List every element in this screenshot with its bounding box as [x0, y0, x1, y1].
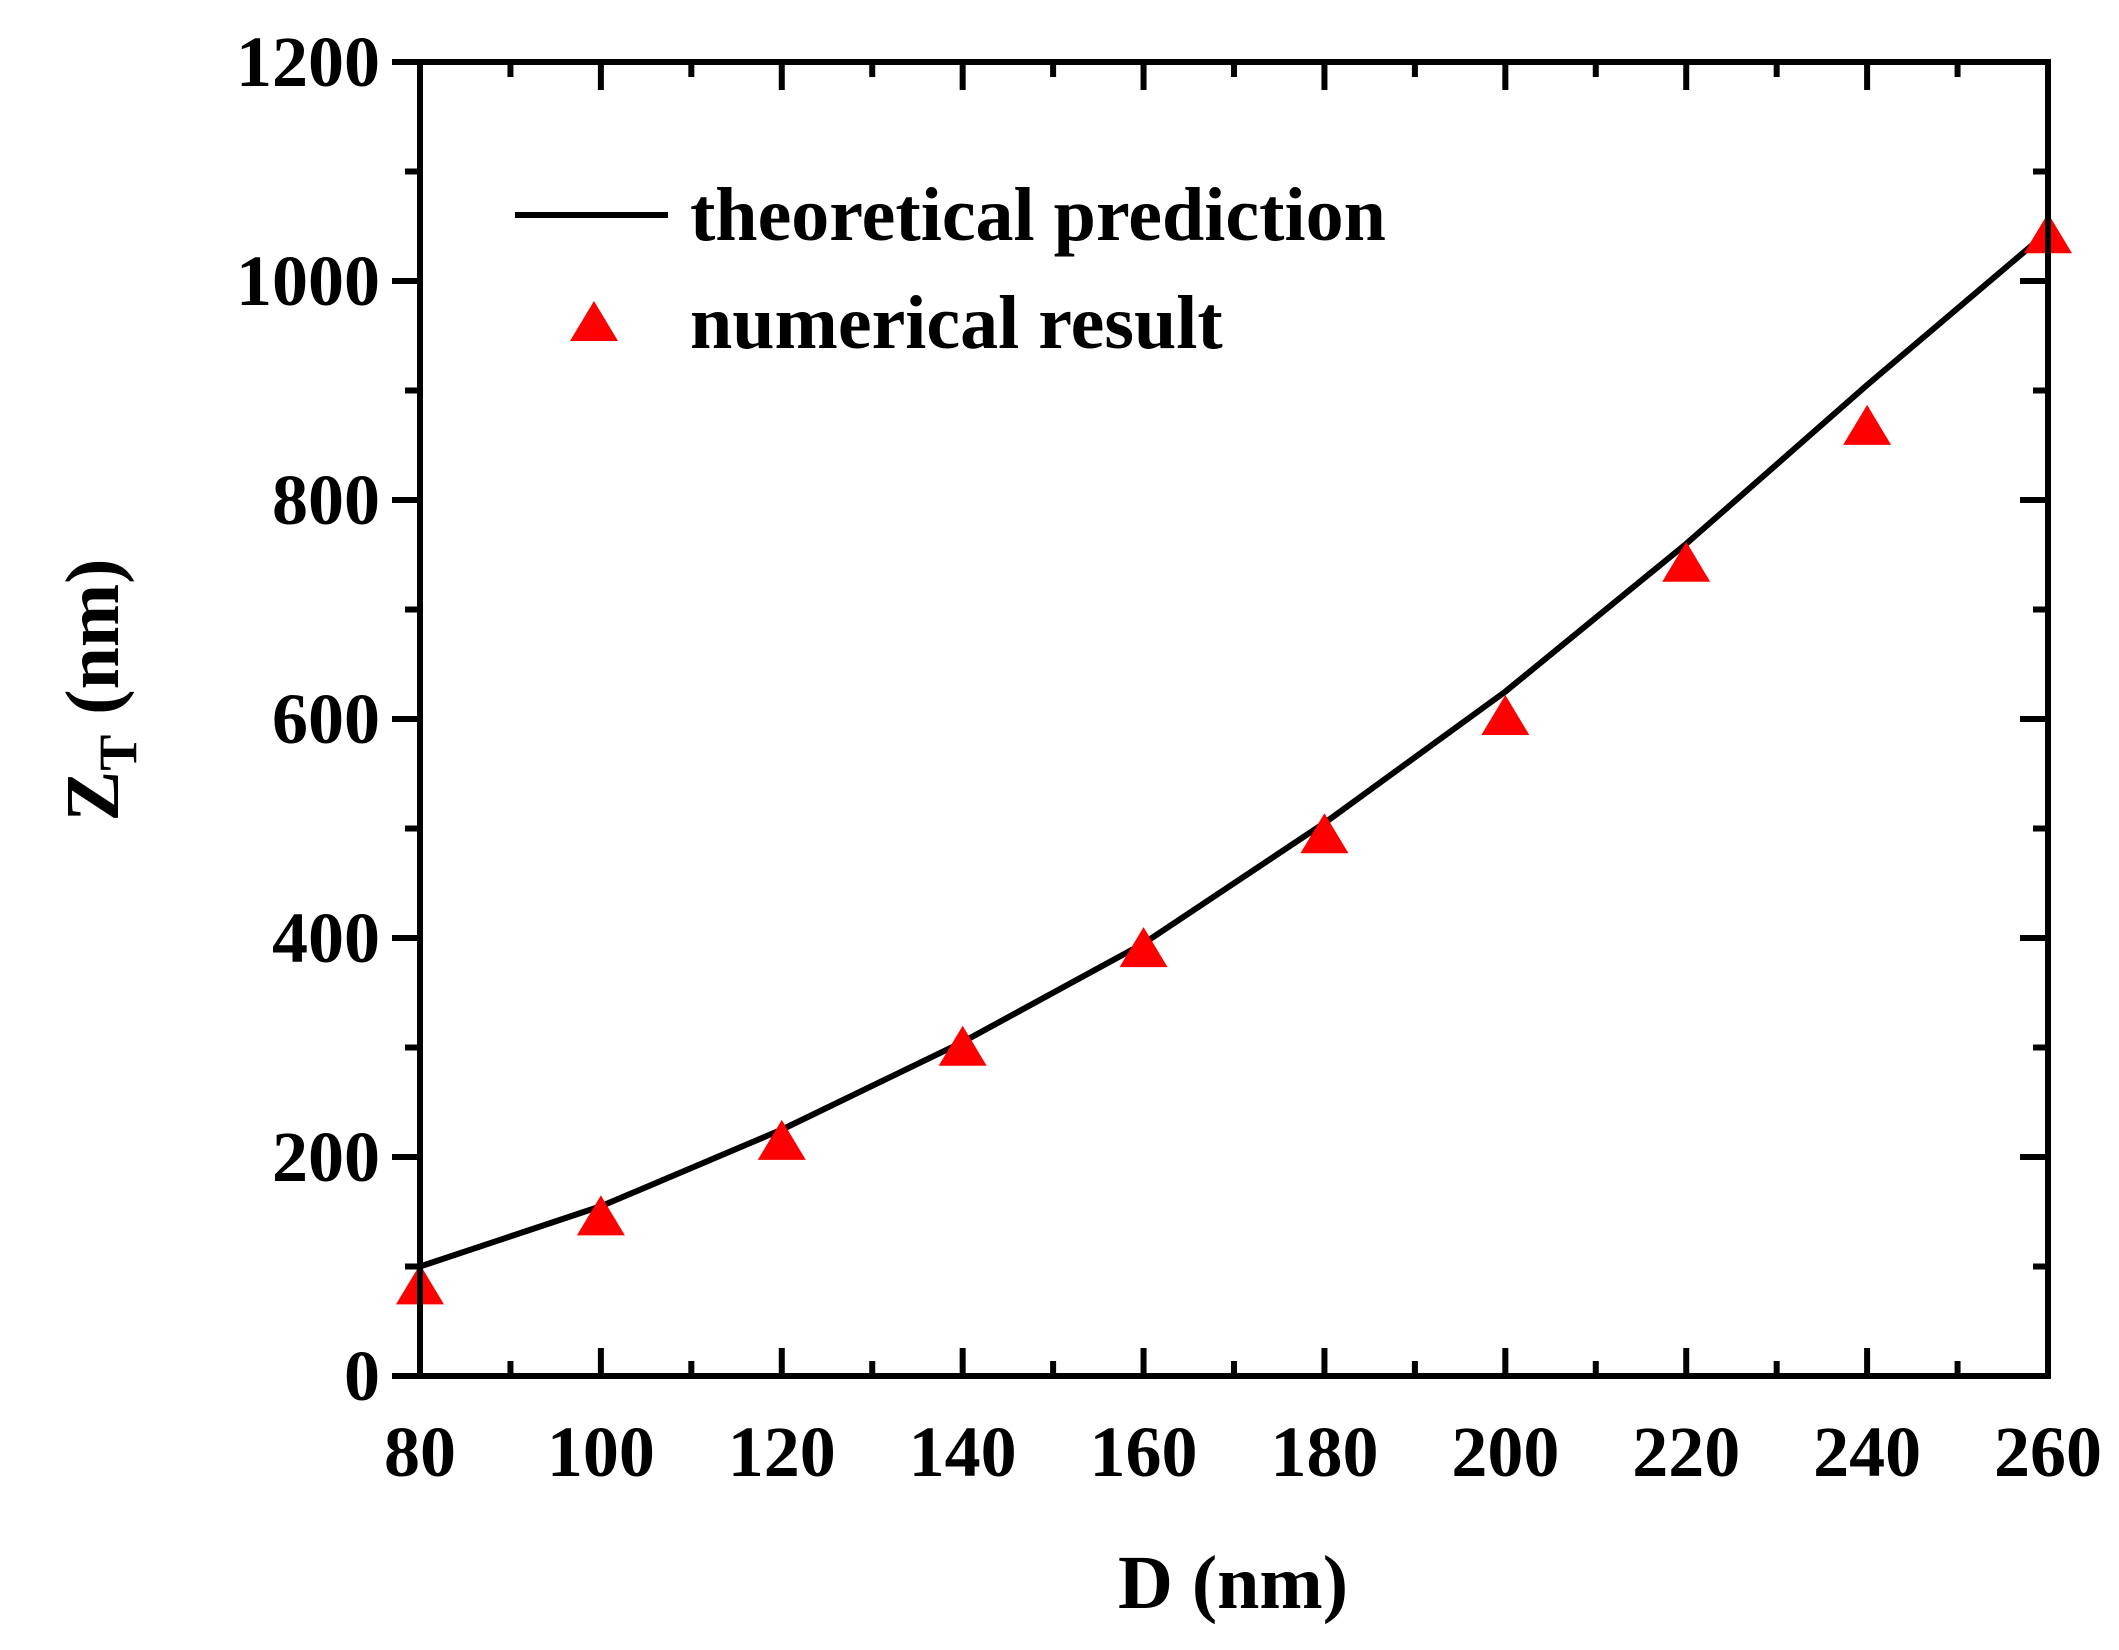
theoretical-line [417, 228, 2051, 1270]
numerical-point [757, 1119, 806, 1160]
y-tick-label: 200 [272, 1117, 380, 1197]
y-tick-label: 600 [272, 679, 380, 759]
numerical-point [1481, 695, 1530, 735]
x-tick-label: 200 [1451, 1412, 1559, 1492]
x-tick-label: 100 [547, 1412, 655, 1492]
x-tick-label: 80 [384, 1412, 456, 1492]
y-axis-title-subscript: T [88, 735, 148, 771]
y-tick-label: 400 [272, 898, 380, 978]
svg-text:ZT(nm): ZT (nm) [51, 559, 148, 822]
numerical-point [1843, 404, 1892, 445]
x-axis-title: D (nm) [1118, 1541, 1348, 1625]
x-tick-label: 240 [1813, 1412, 1921, 1492]
y-tick-label: 1000 [236, 241, 380, 321]
numerical-point [1119, 927, 1168, 968]
numerical-point [1662, 541, 1711, 582]
legend-triangle-marker [570, 301, 618, 341]
tick-labels: 80 100 120 140 160 180 200 220 240 260 0 200 400 600 8… [236, 22, 2102, 1492]
x-tick-label: 140 [909, 1412, 1017, 1492]
legend-label-theoretical: theoretical prediction [690, 173, 1386, 257]
series [396, 213, 2072, 1305]
numerical-point [576, 1195, 625, 1236]
numerical-point [1300, 813, 1349, 854]
y-axis-title-unit: (nm) [51, 559, 135, 715]
legend: theoretical prediction numerical result [515, 173, 1386, 365]
numerical-point [938, 1025, 987, 1066]
ticks [392, 59, 2051, 1379]
x-tick-label: 120 [728, 1412, 836, 1492]
y-axis-title: ZT (nm) [51, 559, 148, 822]
y-axis-title-main: Z [51, 771, 135, 822]
x-tick-label: 180 [1270, 1412, 1378, 1492]
y-tick-label: 800 [272, 460, 380, 540]
x-tick-label: 220 [1632, 1412, 1740, 1492]
y-tick-label: 0 [344, 1336, 380, 1416]
x-tick-label: 260 [1994, 1412, 2102, 1492]
plot-frame [417, 59, 2051, 1379]
y-tick-label: 1200 [236, 22, 380, 102]
x-tick-label: 160 [1090, 1412, 1198, 1492]
legend-label-numerical: numerical result [690, 281, 1223, 365]
